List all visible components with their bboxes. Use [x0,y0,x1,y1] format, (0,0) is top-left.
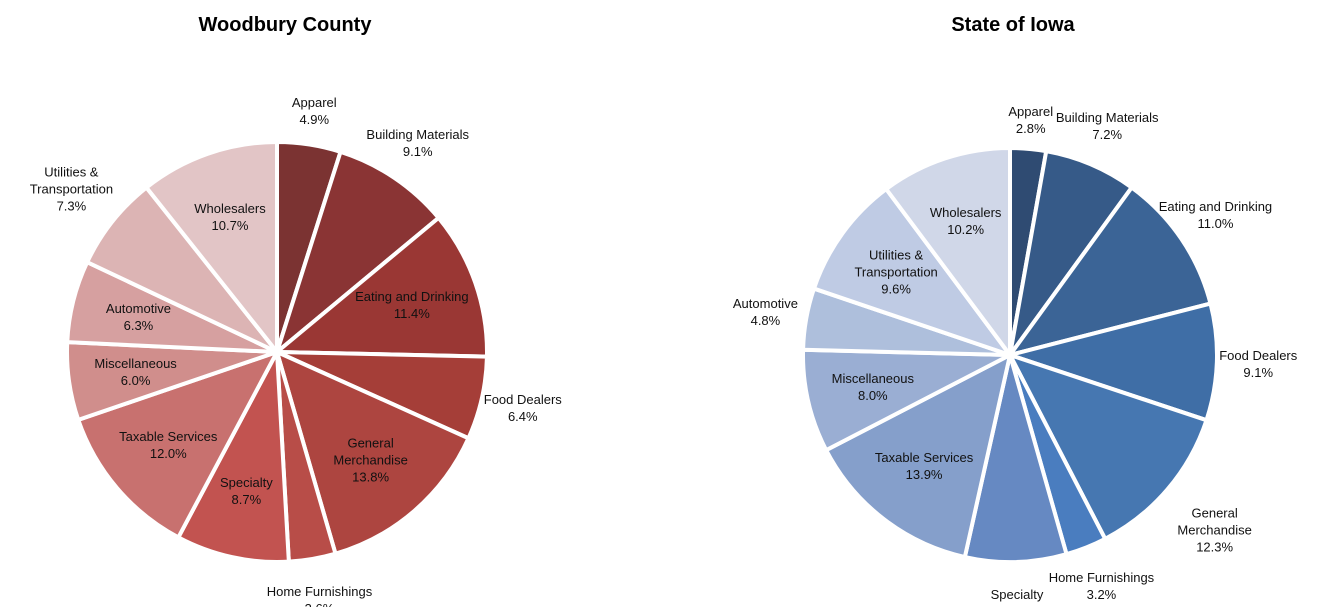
value-label: 11.0% [1197,216,1234,232]
category-name: Miscellaneous [94,356,177,372]
value-label: 13.9% [905,467,943,483]
value-label: 4.9% [299,112,330,128]
chart-title: State of Iowa [951,14,1075,36]
pie-slice [75,348,282,541]
category-name: Food Dealers [1219,347,1298,363]
value-label: 8.0% [857,387,888,403]
category-name: Utilities & Transportation [29,164,114,197]
value-label: 9.6% [881,281,911,297]
slice-label: General Merchandise 12.3% [1155,504,1275,555]
value-label: 3.2% [1086,586,1117,602]
value-label: 11.4% [393,305,430,321]
value-label: 10.7% [211,218,249,234]
category-name: Specialty [219,475,273,491]
value-label: 9.1% [402,143,433,159]
value-label: 8.7% [231,492,262,508]
slice-label: Food Dealers 9.1% [1198,347,1318,381]
pie-slice [801,347,1011,453]
category-name: Utilities & Transportation [854,247,938,280]
pie-slice [273,149,442,358]
category-name: Eating and Drinking [1158,199,1273,215]
pie-slice [175,344,291,564]
pie-slice [143,139,279,358]
chart-title: Woodbury County [198,14,372,36]
slice-label: Apparel 2.8% [971,103,1091,137]
pie-slice [1005,351,1209,542]
value-label: 7.2% [1092,127,1123,143]
category-name: Specialty [990,587,1044,603]
pie-slice [883,145,1012,362]
slice-label: Specialty 8.7% [186,474,306,508]
value-label: 7.9% [957,603,1077,607]
category-name: Apparel [291,95,337,111]
category-name: Building Materials [366,126,470,142]
slice-label: Automotive 4.8% [705,295,825,329]
slice-label: Specialty7.9% [957,586,1077,607]
pie-slice [1002,301,1219,423]
slice-label: Miscellaneous 6.0% [76,355,196,389]
slice-label: Taxable Services 13.9% [864,449,984,483]
slice-label: Utilities & Transportation 7.3% [11,163,131,214]
pie-slice [811,186,1016,359]
category-name: Taxable Services [874,450,974,466]
category-name: General Merchandise [333,435,408,468]
value-label: 6.4% [507,408,538,424]
category-name: Apparel [1008,103,1054,119]
category-name: Taxable Services [119,428,218,444]
value-label: 12.3% [1196,539,1234,555]
category-name: General Merchandise [1177,505,1252,538]
slice-label: Apparel 4.9% [254,94,374,128]
slice-label: Automotive 6.3% [78,300,198,334]
category-name: Home Furnishings [266,584,373,600]
value-label: 13.8% [352,469,390,485]
slice-label: Eating and Drinking 11.4% [352,288,472,322]
value-label: 6.0% [120,373,151,389]
slice-label: General Merchandise 13.8% [311,434,431,485]
pie-slice [273,348,472,557]
value-label: 12.0% [149,445,187,461]
category-name: Eating and Drinking [355,288,469,304]
slice-label: Home Furnishings 3.2% [1041,569,1161,603]
value-label: 3.6% [259,600,379,607]
slice-label: Building Materials 9.1% [358,126,478,160]
value-label: 9.1% [1243,364,1274,380]
slice-label: Wholesalers 10.2% [906,204,1026,238]
slice-label: Utilities & Transportation 9.6% [836,247,956,298]
category-name: Wholesalers [194,201,266,217]
value-label: 4.8% [750,312,781,328]
slice-label: Food Dealers 6.4% [463,391,583,425]
slice-label: Miscellaneous 8.0% [813,370,933,404]
pie-slice [271,215,489,359]
slice-label: Taxable Services 12.0% [108,428,228,462]
category-name: Wholesalers [929,205,1002,221]
value-label: 6.3% [123,318,154,334]
category-name: Miscellaneous [831,370,914,386]
value-label: 7.3% [56,198,87,214]
category-name: Home Furnishings [1048,569,1155,585]
pie-slice [1005,184,1213,359]
category-name: Food Dealers [483,391,562,407]
slice-label: Wholesalers 10.7% [170,200,290,234]
category-name: Automotive [732,295,798,311]
value-label: 10.2% [947,222,985,238]
category-name: Building Materials [1055,110,1159,126]
pie-slice [823,351,1013,560]
slice-label: Eating and Drinking 11.0% [1155,198,1275,232]
value-label: 2.8% [1015,120,1046,136]
slice-label: Building Materials 7.2% [1047,109,1167,143]
category-name: Automotive [105,301,171,317]
